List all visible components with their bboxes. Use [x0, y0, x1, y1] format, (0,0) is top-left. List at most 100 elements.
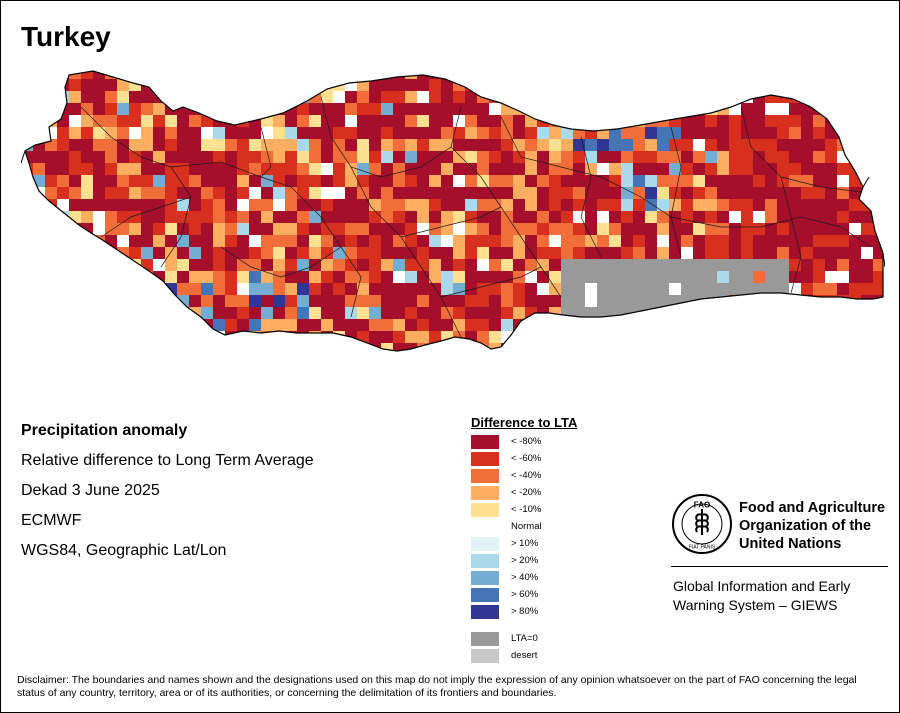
anomaly-cell [333, 295, 345, 307]
legend-label: > 20% [511, 555, 539, 566]
anomaly-cell [657, 223, 669, 235]
anomaly-cell [417, 319, 429, 331]
anomaly-cell [153, 115, 165, 127]
anomaly-cell [117, 343, 129, 351]
province-boundary [450, 146, 562, 298]
anomaly-cell [405, 151, 417, 163]
anomaly-cell [201, 187, 213, 199]
anomaly-cell [417, 187, 429, 199]
anomaly-cell [489, 103, 501, 115]
anomaly-cell [477, 79, 489, 91]
anomaly-cell [453, 103, 465, 115]
anomaly-cell [597, 103, 609, 115]
anomaly-cell [465, 319, 477, 331]
anomaly-cell [573, 187, 585, 199]
anomaly-cell [57, 259, 69, 271]
anomaly-cell [25, 115, 33, 127]
anomaly-cell [717, 223, 729, 235]
anomaly-cell [345, 271, 357, 283]
anomaly-cell [249, 103, 261, 115]
anomaly-cell [573, 103, 585, 115]
anomaly-cell [501, 235, 513, 247]
anomaly-cell [21, 355, 33, 361]
anomaly-cell [549, 91, 561, 103]
anomaly-cell [729, 127, 741, 139]
anomaly-cell [285, 355, 297, 361]
anomaly-cell [69, 295, 81, 307]
legend-item: < -20% [471, 485, 577, 502]
anomaly-cell [633, 319, 645, 331]
anomaly-cell [645, 139, 657, 151]
anomaly-cell [417, 71, 429, 79]
anomaly-cell [657, 307, 669, 319]
anomaly-cell [189, 283, 201, 295]
anomaly-cell [249, 163, 261, 175]
anomaly-cell [297, 163, 309, 175]
anomaly-cell [765, 199, 777, 211]
anomaly-cell [873, 139, 883, 151]
anomaly-cell [513, 247, 525, 259]
anomaly-cell [249, 343, 261, 351]
anomaly-cell [273, 247, 285, 259]
anomaly-cell [93, 175, 105, 187]
anomaly-cell [105, 127, 117, 139]
anomaly-cell [81, 79, 93, 91]
anomaly-cell [489, 223, 501, 235]
anomaly-cell [729, 295, 741, 307]
anomaly-cell [669, 115, 681, 127]
anomaly-cell [561, 223, 573, 235]
anomaly-cell [45, 91, 57, 103]
anomaly-cell [597, 163, 609, 175]
anomaly-cell [393, 79, 405, 91]
anomaly-cell [465, 151, 477, 163]
anomaly-cell [789, 187, 801, 199]
anomaly-cell [477, 175, 489, 187]
anomaly-cell [81, 307, 93, 319]
anomaly-cell [765, 151, 777, 163]
anomaly-cell [825, 259, 837, 271]
anomaly-cell [477, 127, 489, 139]
anomaly-cell [717, 247, 729, 259]
anomaly-cell [189, 319, 201, 331]
anomaly-cell [801, 223, 813, 235]
anomaly-cell [285, 271, 297, 283]
anomaly-cell [69, 175, 81, 187]
anomaly-cell [81, 211, 93, 223]
anomaly-cell [561, 103, 573, 115]
anomaly-cell [381, 247, 393, 259]
anomaly-cell [549, 187, 561, 199]
anomaly-cell [489, 139, 501, 151]
anomaly-cell [345, 151, 357, 163]
anomaly-cell [405, 235, 417, 247]
anomaly-cell [333, 259, 345, 271]
anomaly-cell [333, 139, 345, 151]
anomaly-cell [513, 271, 525, 283]
anomaly-cell [369, 235, 381, 247]
anomaly-cell [813, 247, 825, 259]
anomaly-cell [153, 259, 165, 271]
anomaly-cell [693, 343, 705, 351]
anomaly-cell [189, 175, 201, 187]
anomaly-cell [561, 91, 573, 103]
anomaly-cell [657, 319, 669, 331]
anomaly-cell [597, 139, 609, 151]
legend-label: Normal [511, 521, 542, 532]
anomaly-cell [681, 199, 693, 211]
anomaly-cell [93, 163, 105, 175]
anomaly-cell [813, 187, 825, 199]
anomaly-cell [213, 71, 225, 79]
anomaly-cell [717, 139, 729, 151]
anomaly-cell [141, 211, 153, 223]
anomaly-cell [489, 319, 501, 331]
anomaly-cell [81, 259, 93, 271]
anomaly-cell [45, 211, 57, 223]
anomaly-cell [345, 187, 357, 199]
anomaly-cell [705, 259, 717, 271]
anomaly-cell [753, 355, 765, 361]
anomaly-cell [69, 331, 81, 343]
anomaly-cell [25, 331, 33, 343]
anomaly-cell [837, 79, 849, 91]
anomaly-cell [609, 295, 621, 307]
anomaly-cell [117, 91, 129, 103]
anomaly-cell [213, 355, 225, 361]
